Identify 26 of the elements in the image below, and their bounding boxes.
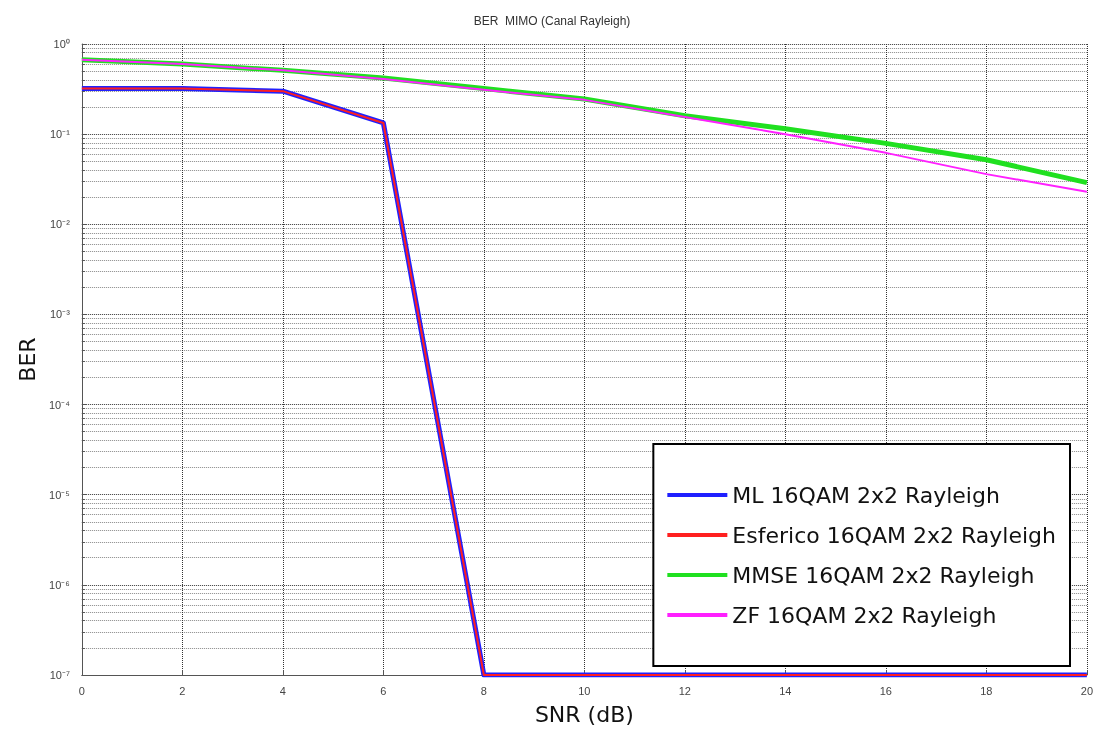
- x-axis-title: SNR (dB): [534, 701, 634, 727]
- legend-label: ZF 16QAM 2x2 Rayleigh: [732, 602, 997, 628]
- y-tick-label: 10⁻⁷: [49, 669, 70, 681]
- x-tick-label: 4: [279, 684, 286, 697]
- chart-title: BER MIMO (Canal Rayleigh): [473, 14, 631, 28]
- y-tick-label: 10⁻³: [49, 308, 71, 321]
- legend-label: Esferico 16QAM 2x2 Rayleigh: [732, 522, 1057, 548]
- x-tick-label: 20: [1080, 684, 1094, 697]
- legend-label: ML 16QAM 2x2 Rayleigh: [732, 482, 1000, 508]
- x-tick-label: 16: [879, 684, 892, 697]
- x-tick-label: 10: [578, 684, 591, 697]
- x-tick-label: 6: [380, 684, 387, 697]
- x-tick-label: 14: [779, 684, 792, 697]
- x-tick-label: 2: [179, 684, 186, 697]
- y-axis-title: BER: [14, 337, 40, 382]
- x-tick-label: 8: [480, 684, 487, 697]
- y-tick-label: 10⁻⁵: [49, 488, 70, 501]
- x-tick-label: 0: [78, 684, 85, 697]
- x-tick-label: 18: [980, 684, 993, 697]
- y-tick-label: 10⁻²: [49, 218, 71, 231]
- y-tick-label: 10⁻⁶: [49, 578, 70, 591]
- y-tick-label: 10⁻¹: [49, 128, 71, 141]
- x-tick-label: 12: [678, 684, 691, 697]
- legend-label: MMSE 16QAM 2x2 Rayleigh: [732, 562, 1035, 588]
- y-tick-label: 10⁻⁴: [48, 398, 71, 411]
- y-tick-label: 10⁰: [53, 38, 70, 50]
